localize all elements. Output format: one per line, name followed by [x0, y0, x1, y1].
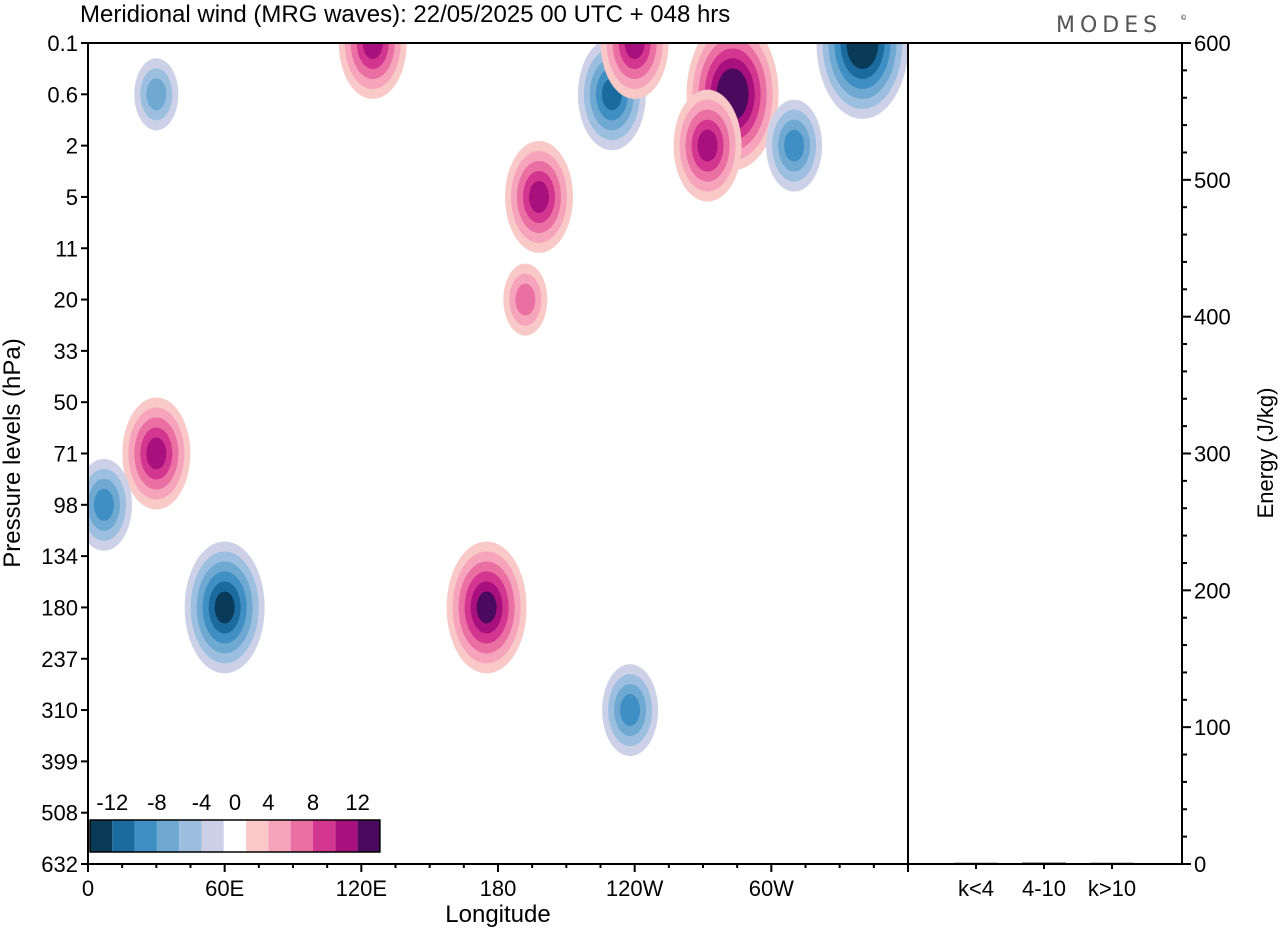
y-tick-label: 71: [54, 442, 78, 467]
y-tick-label: 2: [66, 134, 78, 159]
y-tick-label: 632: [41, 852, 78, 877]
y-tick-label: 508: [41, 801, 78, 826]
energy-tick-label: 500: [1194, 168, 1231, 193]
y-tick-label: 237: [41, 647, 78, 672]
y-tick-label: 310: [41, 698, 78, 723]
colorbar-label: 12: [345, 790, 369, 815]
y-tick-label: 180: [41, 595, 78, 620]
y-axis: 0.1 0.6 2 5 11 20 33 50 71 98 134 180 237 310 399 508 63…: [41, 31, 88, 877]
wind-contour: [93, 488, 114, 521]
wind-contour: [146, 437, 167, 470]
x-tick-label: 0: [82, 876, 94, 901]
y-tick-label: 5: [66, 185, 78, 210]
energy-category-label: k>10: [1088, 876, 1136, 901]
energy-tick-label: 600: [1194, 31, 1231, 56]
y-tick-label: 134: [41, 544, 78, 569]
colorbar-swatch: [313, 820, 336, 852]
x-tick-label: 60W: [749, 876, 794, 901]
colorbar-label: -12: [96, 790, 128, 815]
colorbar-swatch: [156, 820, 180, 852]
energy-tick-label: 400: [1194, 305, 1231, 330]
x-axis: 0 60E 120E 180 120W 60W: [82, 864, 909, 901]
brand-logo: MODES: [1056, 13, 1162, 38]
colorbar-swatch: [268, 820, 291, 852]
wind-field: [88, 43, 908, 757]
energy-plot-frame: [907, 42, 1183, 865]
x-tick-label: 120W: [606, 876, 664, 901]
y-tick-label: 11: [55, 236, 78, 261]
energy-tick-label: 200: [1194, 578, 1231, 603]
wind-contour: [515, 283, 536, 316]
wind-contour: [697, 129, 718, 162]
energy-tick-label: 300: [1194, 442, 1231, 467]
y-axis-label: Pressure levels (hPa): [0, 338, 26, 567]
wind-contour: [784, 129, 805, 162]
colorbar-swatch: [357, 820, 380, 852]
colorbar-swatch: [335, 820, 358, 852]
energy-axis: 0 100 200 300 400 500 600: [1182, 31, 1231, 877]
wind-contour: [624, 43, 645, 59]
colorbar-swatch: [246, 820, 269, 852]
y-tick-label: 33: [54, 339, 78, 364]
energy-tick-label: 100: [1194, 715, 1231, 740]
colorbar-label: 4: [262, 790, 274, 815]
colorbar-swatch: [112, 820, 135, 852]
energy-bar: [954, 862, 998, 864]
colorbar-frame: [89, 819, 381, 853]
colorbar-label: -4: [192, 790, 212, 815]
x-tick-label: 60E: [205, 876, 244, 901]
y-tick-label: 98: [54, 493, 78, 518]
y-tick-label: 0.6: [47, 82, 78, 107]
wind-contour: [362, 43, 383, 59]
colorbar-swatch: [290, 820, 313, 852]
colorbar-swatch: [201, 820, 224, 852]
colorbar-swatch: [134, 820, 157, 852]
colorbar-label: 0: [229, 790, 241, 815]
x-tick-label: 120E: [336, 876, 387, 901]
y-tick-label: 20: [54, 288, 78, 313]
x-axis-label: Longitude: [445, 901, 550, 928]
wind-contour: [620, 694, 641, 727]
energy-tick-label: 0: [1194, 852, 1206, 877]
colorbar-swatch: [179, 820, 202, 852]
colorbar-label: -8: [147, 790, 167, 815]
wind-contour: [476, 591, 497, 624]
y-tick-label: 399: [41, 749, 78, 774]
energy-bars: k<4 4-10 k>10: [954, 862, 1136, 901]
chart-title: Meridional wind (MRG waves): 22/05/2025 …: [80, 1, 730, 28]
x-tick-label: 180: [480, 876, 517, 901]
wind-contour: [146, 78, 167, 111]
colorbar-swatch: [90, 820, 113, 852]
brand-mark: ©: [1181, 14, 1187, 22]
energy-category-label: k<4: [958, 876, 994, 901]
y-tick-label: 50: [54, 390, 78, 415]
colorbar-label: 8: [307, 790, 319, 815]
colorbar-swatch: [223, 820, 247, 852]
wind-contour: [529, 180, 549, 213]
y-tick-label: 0.1: [47, 31, 78, 56]
energy-bar: [1022, 862, 1066, 864]
energy-axis-label: Energy (J/kg): [1253, 388, 1278, 519]
energy-bar: [1090, 862, 1134, 864]
energy-category-label: 4-10: [1022, 876, 1066, 901]
wind-contour: [852, 43, 873, 59]
colorbar: -12 -8 -4 0 4 8 12: [89, 790, 381, 853]
wind-contour: [214, 591, 235, 624]
